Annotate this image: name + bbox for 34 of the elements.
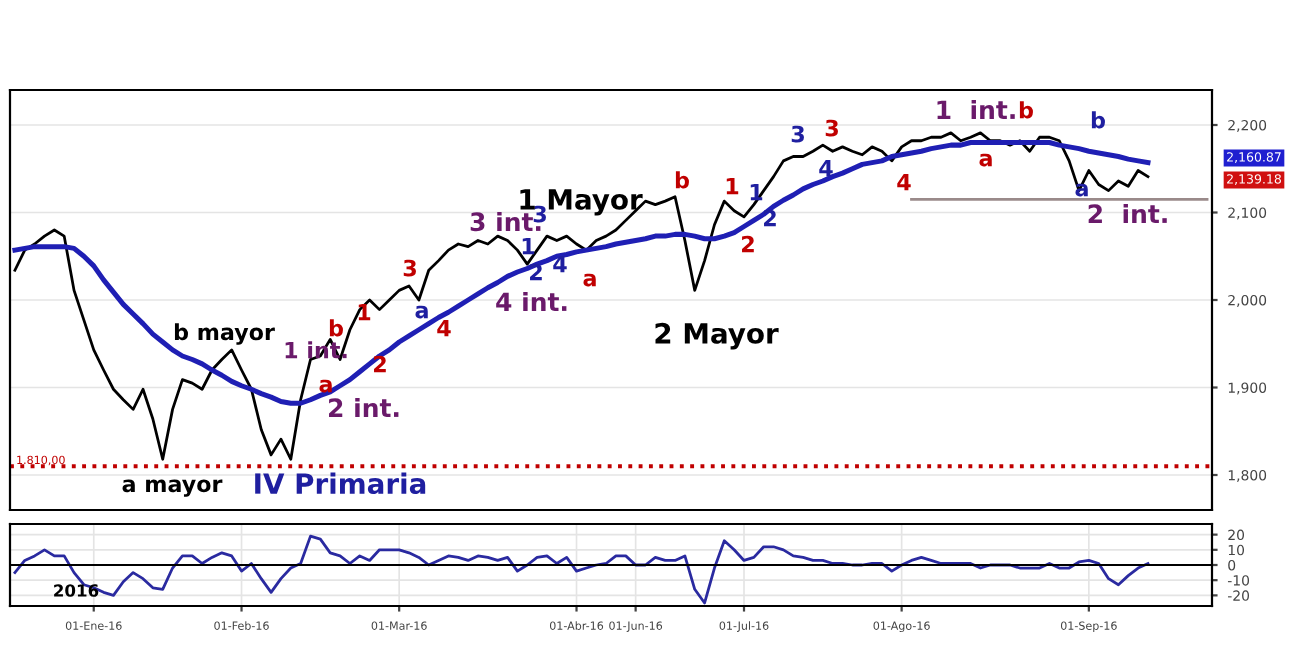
annotation: b: [1091, 111, 1105, 129]
annotation: b: [1019, 101, 1033, 119]
annotation: 4: [553, 255, 567, 273]
annotation: IV Primaria: [255, 472, 426, 495]
annotation: a mayor: [122, 479, 223, 497]
annotation: a: [979, 153, 992, 167]
annotation: 2 Mayor: [655, 322, 779, 350]
annotation: 4: [897, 173, 911, 191]
annotation: a: [415, 305, 428, 319]
annotation: 1: [358, 303, 371, 321]
annotation: a: [1075, 183, 1088, 197]
annotation: 4 int.: [496, 291, 567, 311]
annotation: b mayor: [174, 323, 275, 345]
annotation: 2016: [54, 584, 99, 597]
annotation: b: [329, 319, 343, 337]
annotation: 1: [522, 237, 535, 255]
annotation: 4: [819, 159, 833, 177]
annotation: 1: [726, 177, 739, 195]
annotation: 1 int.: [937, 99, 1015, 119]
annotation: 2 int.: [1088, 203, 1167, 223]
annotation: 2: [742, 235, 754, 253]
annotation: 3: [825, 119, 838, 137]
annotation: 2: [374, 355, 386, 373]
annotation: 2: [764, 209, 776, 227]
annotation: 2: [530, 263, 542, 281]
line-series: [13, 534, 1150, 605]
annotation: a: [319, 379, 332, 393]
annotation: b: [675, 171, 689, 189]
annotation: 3: [791, 125, 804, 143]
annotation: 4: [437, 319, 451, 337]
annotation: 1: [750, 183, 763, 201]
annotation: 2 int.: [329, 397, 399, 417]
annotation: a: [583, 273, 596, 287]
annotation: 3: [403, 259, 416, 277]
